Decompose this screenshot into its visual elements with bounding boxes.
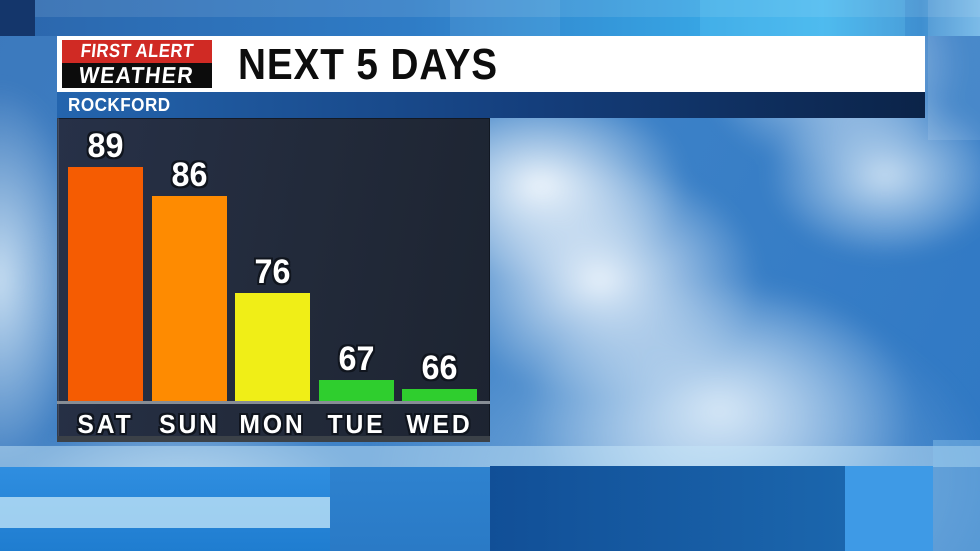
logo-weather-text: WEATHER (78, 62, 197, 88)
temperature-value: 66 (421, 349, 458, 387)
temperature-value: 67 (338, 340, 374, 378)
bottom-mid-block (330, 467, 490, 551)
logo-first-alert-box: FIRST ALERT (62, 40, 212, 63)
day-label: TUE (327, 409, 385, 439)
right-light-column (928, 0, 980, 140)
top-mosaic-cyan-block (700, 0, 905, 36)
chart-baseline (57, 401, 490, 404)
day-label: WED (406, 409, 473, 439)
top-mosaic-seam (450, 0, 560, 36)
location-band: ROCKFORD (57, 92, 925, 118)
page-title: NEXT 5 DAYS (238, 40, 499, 89)
temperature-value: 86 (171, 156, 207, 194)
bottom-right-bright-block (845, 466, 933, 551)
top-mosaic-navy-block (0, 0, 35, 36)
location-label: ROCKFORD (68, 95, 171, 115)
chart-panel: 89 SAT 86 SUN 76 MON 67 TUE 66 WED (57, 118, 490, 442)
panel-bottom-edge (57, 436, 490, 442)
temperature-bar (318, 380, 394, 401)
bottom-light-band (0, 446, 980, 467)
temperature-value: 76 (254, 253, 291, 291)
day-label: SUN (158, 409, 220, 439)
top-mosaic-band (0, 0, 980, 36)
logo-weather-box: WEATHER (62, 62, 212, 88)
top-mosaic-highlight (0, 0, 980, 17)
bar-chart: 89 SAT 86 SUN 76 MON 67 TUE 66 WED (57, 118, 490, 442)
temperature-bar (151, 196, 227, 401)
header-bar: FIRST ALERT WEATHER NEXT 5 DAYS (57, 36, 925, 92)
logo-first-alert-text: FIRST ALERT (79, 40, 195, 62)
day-label: SAT (77, 409, 134, 439)
temperature-bar (402, 389, 477, 401)
first-alert-weather-logo: FIRST ALERT WEATHER (62, 40, 212, 88)
day-label: MON (239, 409, 306, 439)
temperature-value: 89 (87, 127, 124, 165)
bottom-right-dark-block (490, 466, 845, 551)
bottom-far-right-column (933, 440, 980, 551)
bottom-left-light-band (0, 497, 330, 528)
temperature-bar (235, 293, 310, 401)
temperature-bar (68, 167, 143, 401)
